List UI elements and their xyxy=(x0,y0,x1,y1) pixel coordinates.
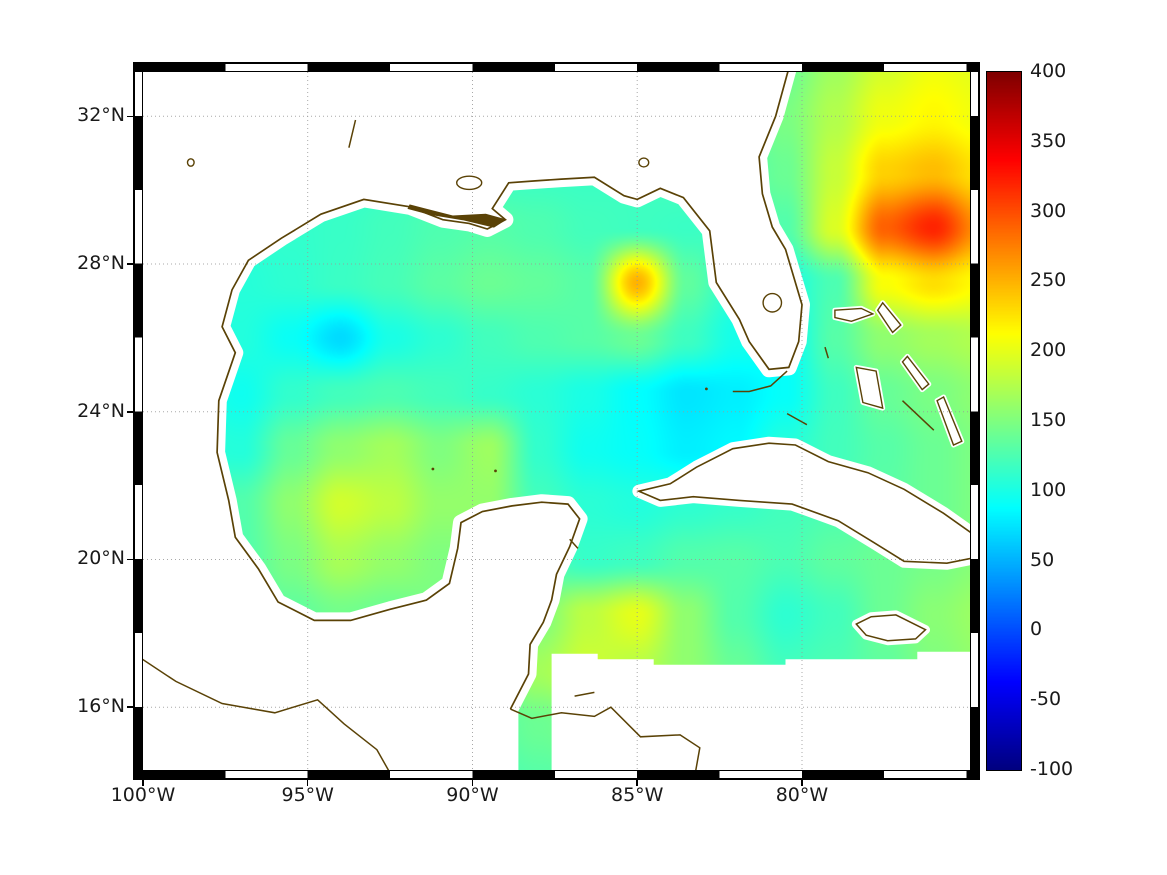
coastline-central-america xyxy=(510,706,701,770)
small-lake-2 xyxy=(186,158,195,167)
coastline-pacific xyxy=(143,658,390,770)
land-mask-cuba xyxy=(632,436,970,570)
colorbar-tick-label: 100 xyxy=(1030,478,1067,501)
y-tick-label: 16°N xyxy=(77,695,125,718)
coastline-bahama-2 xyxy=(855,366,884,410)
small-lake-1 xyxy=(638,157,650,168)
island-line-9 xyxy=(732,370,788,393)
x-tick-mark xyxy=(471,780,474,786)
island-line-4 xyxy=(574,691,595,697)
islet-dot-0 xyxy=(705,387,708,391)
colorbar-tick-label: 400 xyxy=(1030,60,1067,82)
islet-dot-1 xyxy=(494,469,497,473)
x-tick-mark xyxy=(801,780,803,786)
y-tick-mark xyxy=(127,115,133,118)
island-line-1 xyxy=(786,412,808,426)
y-tick-mark xyxy=(127,411,133,413)
x-tick-label: 95°W xyxy=(281,784,334,806)
x-tick-label: 80°W xyxy=(775,784,829,806)
map-frame xyxy=(133,62,980,780)
y-tick-label: 20°N xyxy=(77,547,125,570)
x-tick-label: 100°W xyxy=(110,784,176,806)
lake-pontchartrain xyxy=(456,175,483,191)
islet-dot-2 xyxy=(431,467,435,471)
island-line-3 xyxy=(824,346,830,359)
island-line-8 xyxy=(348,119,357,148)
x-tick-label: 85°W xyxy=(610,784,664,806)
y-tick-label: 32°N xyxy=(77,104,125,127)
y-tick-mark xyxy=(127,706,133,708)
colorbar-tick-label: -50 xyxy=(1030,688,1062,711)
coastline-cuba xyxy=(636,442,970,565)
colorbar-tick-label: 150 xyxy=(1030,409,1067,431)
colorbar-tick-label: 350 xyxy=(1030,129,1067,152)
coastline-mainland xyxy=(216,72,803,710)
x-tick-mark xyxy=(142,780,144,786)
x-tick-label: 90°W xyxy=(446,784,499,806)
x-tick-mark xyxy=(306,780,309,786)
colorbar-tick-label: 200 xyxy=(1030,339,1067,362)
island-line-0 xyxy=(901,400,935,431)
x-tick-mark xyxy=(636,780,638,786)
colorbar-tick-label: 250 xyxy=(1030,269,1067,292)
no-data-mask xyxy=(551,651,970,770)
bahama-bank-3 xyxy=(900,353,932,393)
bahama-bank-4 xyxy=(934,394,965,448)
map-plot xyxy=(142,71,971,771)
mississippi-delta-marsh xyxy=(407,204,507,228)
colorbar-tick-label: 0 xyxy=(1030,618,1043,641)
island-line-5 xyxy=(569,538,579,549)
colorbar-tick-label: -100 xyxy=(1030,758,1074,780)
colorbar-tick-label: 50 xyxy=(1030,548,1055,571)
coastline-bahama-4 xyxy=(936,395,963,446)
coastline-bahama-1 xyxy=(876,301,902,334)
y-tick-mark xyxy=(127,558,133,561)
y-tick-label: 24°N xyxy=(77,399,125,422)
coastline-jamaica xyxy=(855,614,927,642)
map-overlay xyxy=(143,72,970,770)
coastline-bahama-0 xyxy=(834,307,875,323)
colorbar-tick-label: 300 xyxy=(1030,199,1067,222)
y-tick-mark xyxy=(127,263,133,265)
y-tick-label: 28°N xyxy=(77,252,125,275)
coastline-bahama-3 xyxy=(901,355,930,391)
lake-okeechobee xyxy=(762,292,783,313)
colorbar xyxy=(986,71,1022,771)
